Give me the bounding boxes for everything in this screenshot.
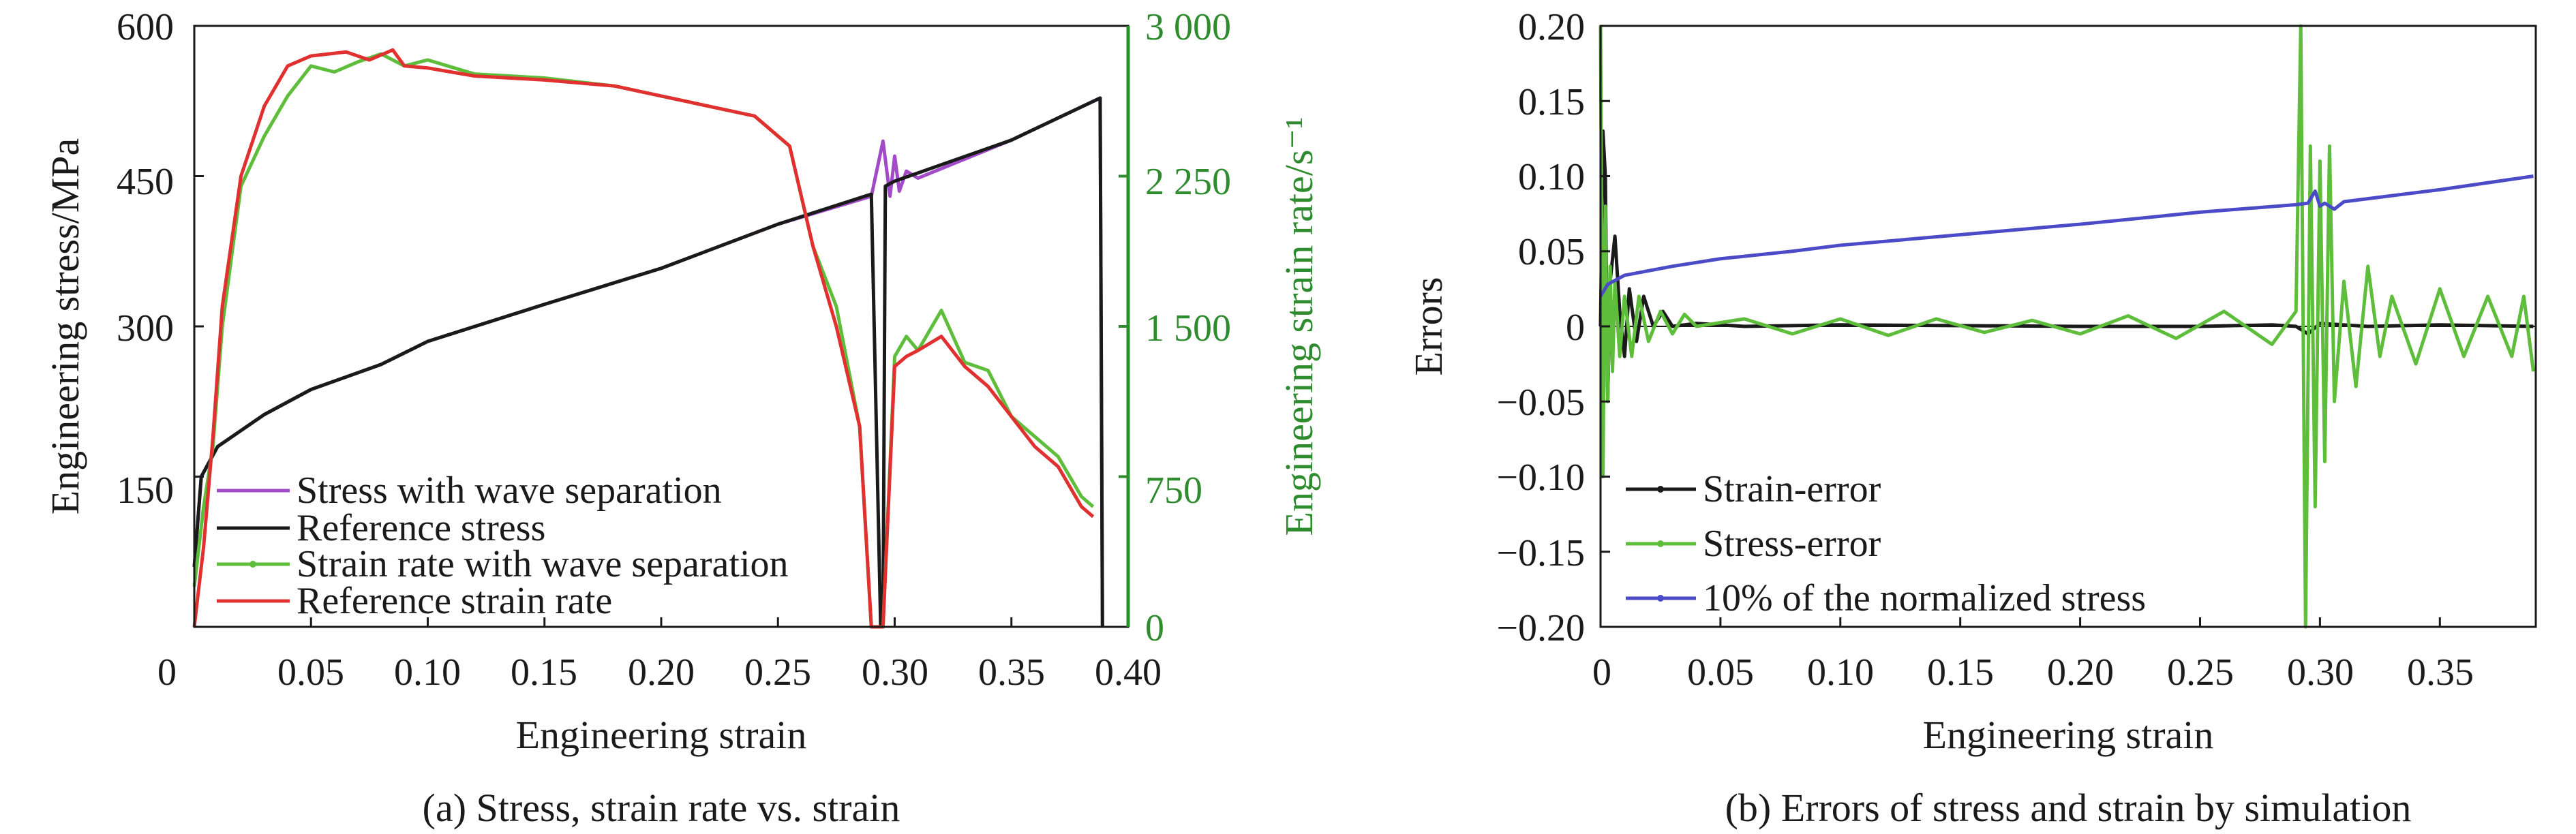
series-line — [1598, 129, 2534, 403]
panel-a-series — [192, 48, 1104, 629]
x-tick-label: 0.35 — [2407, 651, 2474, 694]
y-tick-label: −0.05 — [1496, 382, 1585, 424]
panel-a-x-axis-title: Engineering strain — [516, 713, 807, 757]
y-tick-label: −0.10 — [1496, 457, 1585, 499]
legend-label: Stress with wave separation — [297, 469, 722, 512]
panel-b-ticks — [1601, 99, 2441, 627]
panel-a: 0 0.05 0.10 0.15 0.20 0.25 0.30 0.35 0.4… — [43, 6, 1321, 830]
series-line — [1598, 174, 2534, 298]
legend-label: Strain-error — [1703, 468, 1881, 510]
y-tick-label: 0.10 — [1518, 156, 1585, 198]
panel-b-y-axis-title: Errors — [1406, 277, 1451, 376]
legend-label: Reference stress — [297, 507, 545, 549]
legend-label: 10% of the normalized stress — [1703, 577, 2146, 619]
legend-label: Reference strain rate — [297, 580, 612, 622]
x-tick-label: 0.30 — [862, 651, 928, 694]
x-tick-label: 0.05 — [277, 651, 344, 694]
x-tick-label: 0.15 — [511, 651, 577, 694]
y-tick-label: 0.05 — [1518, 231, 1585, 273]
series-line — [192, 48, 1095, 629]
x-tick-label: 0.10 — [394, 651, 461, 694]
x-tick-label: 0.20 — [628, 651, 695, 694]
x-tick-label: 0.25 — [2167, 651, 2234, 694]
y2-tick-label: 3 000 — [1145, 6, 1231, 48]
panel-a-y2-axis-title: Engineering strain rate/s⁻¹ — [1277, 117, 1321, 536]
x-tick-label: 0 — [157, 651, 177, 694]
x-tick-label: 0.05 — [1687, 651, 1754, 694]
x-tick-label: 0.25 — [744, 651, 811, 694]
x-tick-label: 0.30 — [2287, 651, 2354, 694]
y-tick-label: 0 — [1566, 307, 1585, 349]
y-tick-label: 0.20 — [1518, 6, 1585, 48]
legend-marker — [1657, 486, 1664, 493]
series-line — [1598, 24, 2535, 629]
y-tick-label: −0.15 — [1496, 532, 1585, 574]
y-tick-label: 300 — [117, 307, 174, 350]
x-tick-label: 0.20 — [2047, 651, 2114, 694]
x-tick-label: 0.35 — [978, 651, 1045, 694]
y-tick-label: 600 — [117, 6, 174, 48]
panel-b-x-axis-title: Engineering strain — [1923, 713, 2214, 757]
x-tick-label: 0 — [1592, 651, 1611, 694]
y2-tick-label: 0 — [1145, 607, 1164, 649]
y2-tick-label: 1 500 — [1145, 307, 1231, 350]
y-tick-label: 450 — [117, 161, 174, 203]
panel-b-caption: (b) Errors of stress and strain by simul… — [1725, 786, 2412, 830]
panel-a-caption: (a) Stress, strain rate vs. strain — [423, 786, 900, 830]
x-tick-label: 0.40 — [1095, 651, 1162, 694]
y2-tick-label: 2 250 — [1145, 161, 1231, 203]
legend-marker — [249, 561, 256, 568]
y2-tick-label: 750 — [1145, 469, 1202, 512]
y-tick-label: −0.20 — [1496, 607, 1585, 649]
legend-marker — [1657, 595, 1664, 602]
series-line — [192, 96, 1104, 629]
legend-marker — [1657, 540, 1664, 547]
y-tick-label: 150 — [117, 469, 174, 512]
panel-a-y-axis-title: Engineering stress/MPa — [43, 138, 87, 515]
x-tick-label: 0.15 — [1927, 651, 1994, 694]
panel-a-ticks — [194, 174, 1128, 627]
panel-b: 0 0.05 0.10 0.15 0.20 0.25 0.30 0.35 0.2… — [1406, 6, 2537, 830]
x-tick-label: 0.10 — [1807, 651, 1874, 694]
panel-b-series — [1598, 24, 2535, 629]
panel-a-legend: Stress with wave separation Reference st… — [217, 469, 789, 622]
panel-b-legend: Strain-error Stress-error 10% of the nor… — [1626, 468, 2146, 619]
legend-label: Strain rate with wave separation — [297, 543, 789, 585]
legend-label: Stress-error — [1703, 523, 1881, 565]
y-tick-label: 0.15 — [1518, 81, 1585, 123]
